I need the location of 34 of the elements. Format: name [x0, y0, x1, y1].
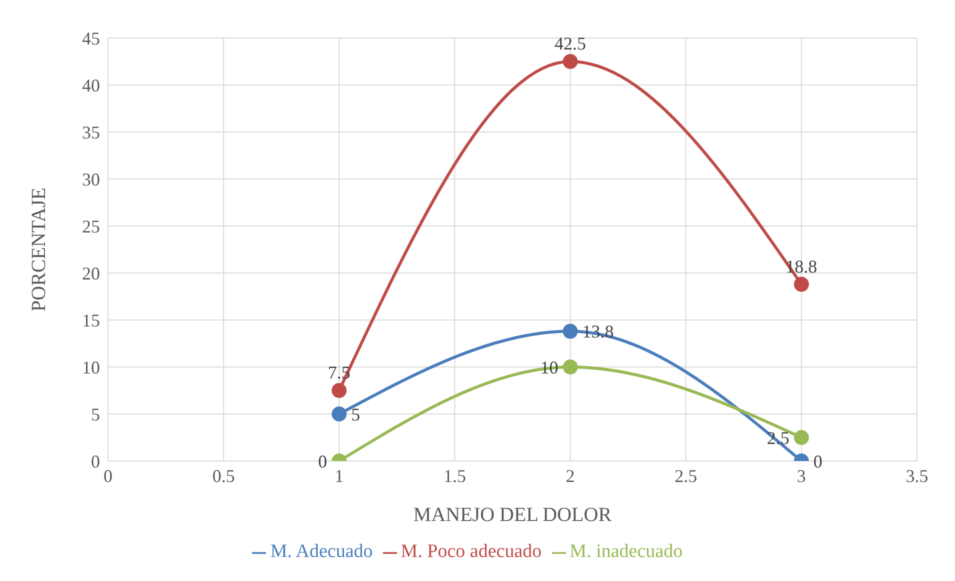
- y-axis-title: PORCENTAJE: [28, 188, 50, 312]
- x-tick-label: 0: [104, 466, 112, 486]
- legend-label: M. inadecuado: [570, 541, 683, 562]
- y-tick-label: 25: [82, 216, 100, 236]
- x-tick-label: 0.5: [212, 466, 235, 486]
- data-label: 0: [318, 451, 328, 472]
- point: [332, 406, 347, 422]
- y-tick-label: 20: [82, 263, 100, 284]
- x-tick-label: 2: [566, 466, 575, 486]
- point: [794, 276, 809, 292]
- point: [562, 54, 578, 69]
- point: [332, 383, 347, 398]
- x-tick-label: 3: [796, 466, 806, 486]
- y-tick-label: 35: [82, 122, 100, 142]
- y-tick-label: 40: [82, 75, 100, 96]
- point: [562, 324, 578, 339]
- legend-label: M. Poco adecuado: [400, 541, 542, 562]
- x-tick-label: 1.5: [443, 466, 466, 486]
- data-label: 0: [813, 451, 822, 472]
- legend-label: M. Adecuado: [270, 541, 373, 562]
- y-tick-label: 5: [91, 404, 100, 424]
- x-tick-label: 2.5: [674, 466, 698, 486]
- y-tick-label: 30: [82, 169, 100, 190]
- data-label: 42.5: [554, 34, 586, 54]
- x-tick-label: 3.5: [906, 466, 928, 486]
- y-tick-label: 45: [82, 28, 100, 48]
- y-tick-label: 0: [91, 451, 100, 472]
- y-tick-label: 10: [82, 357, 100, 378]
- y-tick-label: 15: [82, 310, 100, 330]
- point: [794, 430, 809, 445]
- x-axis-title: MANEJO DEL DOLOR: [413, 504, 612, 526]
- data-label: 5: [351, 404, 360, 424]
- x-tick-label: 1: [334, 466, 344, 486]
- point: [562, 360, 578, 374]
